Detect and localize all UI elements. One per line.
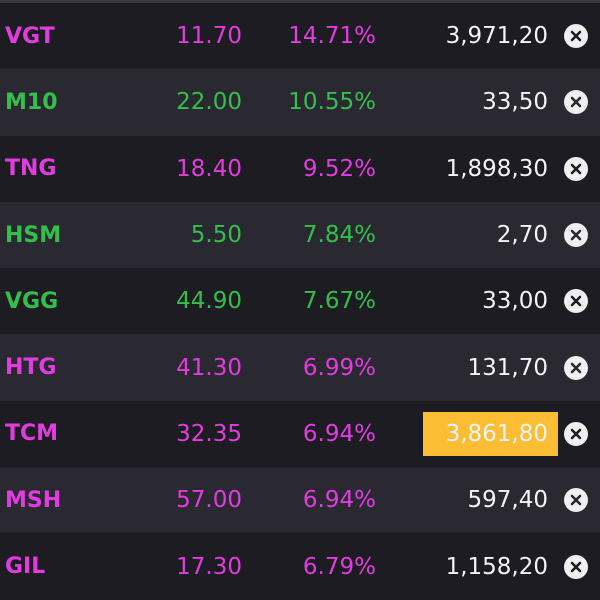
- stock-symbol[interactable]: HSM: [5, 222, 62, 248]
- stock-volume: 33,00: [482, 268, 548, 334]
- stock-price: 18.40: [176, 155, 242, 182]
- stock-price: 44.90: [176, 288, 242, 315]
- table-row[interactable]: VGT 11.70 14.71% 3,971,20: [0, 3, 600, 70]
- close-circle-icon[interactable]: [564, 24, 588, 49]
- stock-volume: 1,898,30: [446, 136, 548, 202]
- stock-volume: 2,70: [497, 202, 548, 268]
- stock-volume: 131,70: [468, 334, 548, 400]
- stock-volume: 1,158,20: [446, 533, 548, 599]
- volume-value: 33,00: [482, 288, 548, 315]
- volume-value: 1,898,30: [445, 155, 548, 182]
- close-circle-icon[interactable]: [564, 488, 588, 513]
- stock-symbol[interactable]: TNG: [5, 156, 57, 182]
- volume-value: 597,40: [467, 487, 548, 514]
- volume-value-highlighted: 3,861,80: [423, 411, 558, 456]
- stock-price: 57.00: [176, 487, 242, 514]
- volume-value: 2,70: [496, 222, 548, 249]
- stock-change-percent: 7.84%: [302, 222, 376, 249]
- stock-symbol[interactable]: TCM: [5, 421, 59, 447]
- table-row[interactable]: VGG 44.90 7.67% 33,00: [0, 268, 600, 335]
- close-circle-icon[interactable]: [564, 223, 588, 248]
- stock-volume: 3,971,20: [446, 3, 548, 69]
- close-circle-icon[interactable]: [564, 156, 588, 181]
- table-row[interactable]: MSH 57.00 6.94% 597,40: [0, 467, 600, 534]
- table-row[interactable]: TCM 32.35 6.94% 3,861,80: [0, 400, 600, 468]
- close-circle-icon[interactable]: [564, 90, 588, 115]
- table-row[interactable]: HTG 41.30 6.99% 131,70: [0, 334, 600, 401]
- volume-value: 1,158,20: [445, 553, 548, 580]
- volume-value: 3,971,20: [445, 23, 548, 50]
- stock-price: 5.50: [190, 222, 242, 249]
- stock-price: 22.00: [176, 89, 242, 116]
- stock-symbol[interactable]: HTG: [5, 355, 57, 381]
- stock-price: 41.30: [176, 354, 242, 381]
- stock-price: 11.70: [176, 23, 242, 50]
- close-circle-icon[interactable]: [564, 554, 588, 579]
- stock-volume: 597,40: [468, 467, 548, 533]
- close-circle-icon[interactable]: [564, 289, 588, 314]
- stock-change-percent: 6.94%: [302, 487, 376, 514]
- table-row[interactable]: HSM 5.50 7.84% 2,70: [0, 201, 600, 269]
- stock-price: 17.30: [176, 553, 242, 580]
- stock-symbol[interactable]: VGT: [5, 23, 55, 49]
- stock-symbol[interactable]: GIL: [5, 554, 46, 580]
- stock-change-percent: 9.52%: [302, 155, 376, 182]
- volume-value: 131,70: [467, 354, 548, 381]
- top-divider: [0, 0, 600, 3]
- volume-value: 33,50: [482, 89, 548, 116]
- table-row[interactable]: TNG 18.40 9.52% 1,898,30: [0, 135, 600, 202]
- stock-change-percent: 14.71%: [288, 23, 376, 50]
- stock-change-percent: 6.99%: [302, 354, 376, 381]
- stock-symbol[interactable]: MSH: [5, 487, 62, 513]
- stock-symbol[interactable]: VGG: [5, 288, 59, 314]
- stock-symbol[interactable]: M10: [5, 89, 58, 115]
- table-row[interactable]: GIL 17.30 6.79% 1,158,20: [0, 533, 600, 600]
- stock-change-percent: 7.67%: [302, 288, 376, 315]
- table-row[interactable]: M10 22.00 10.55% 33,50: [0, 69, 600, 136]
- stock-change-percent: 6.94%: [302, 420, 376, 447]
- stock-volume: 3,861,80: [423, 401, 558, 467]
- close-circle-icon[interactable]: [564, 421, 588, 446]
- stock-change-percent: 10.55%: [288, 89, 376, 116]
- close-circle-icon[interactable]: [564, 355, 588, 380]
- stock-change-percent: 6.79%: [302, 553, 376, 580]
- watchlist: VGT 11.70 14.71% 3,971,20 M10 22.00 10.5…: [0, 3, 600, 600]
- stock-volume: 33,50: [482, 69, 548, 135]
- stock-price: 32.35: [176, 420, 242, 447]
